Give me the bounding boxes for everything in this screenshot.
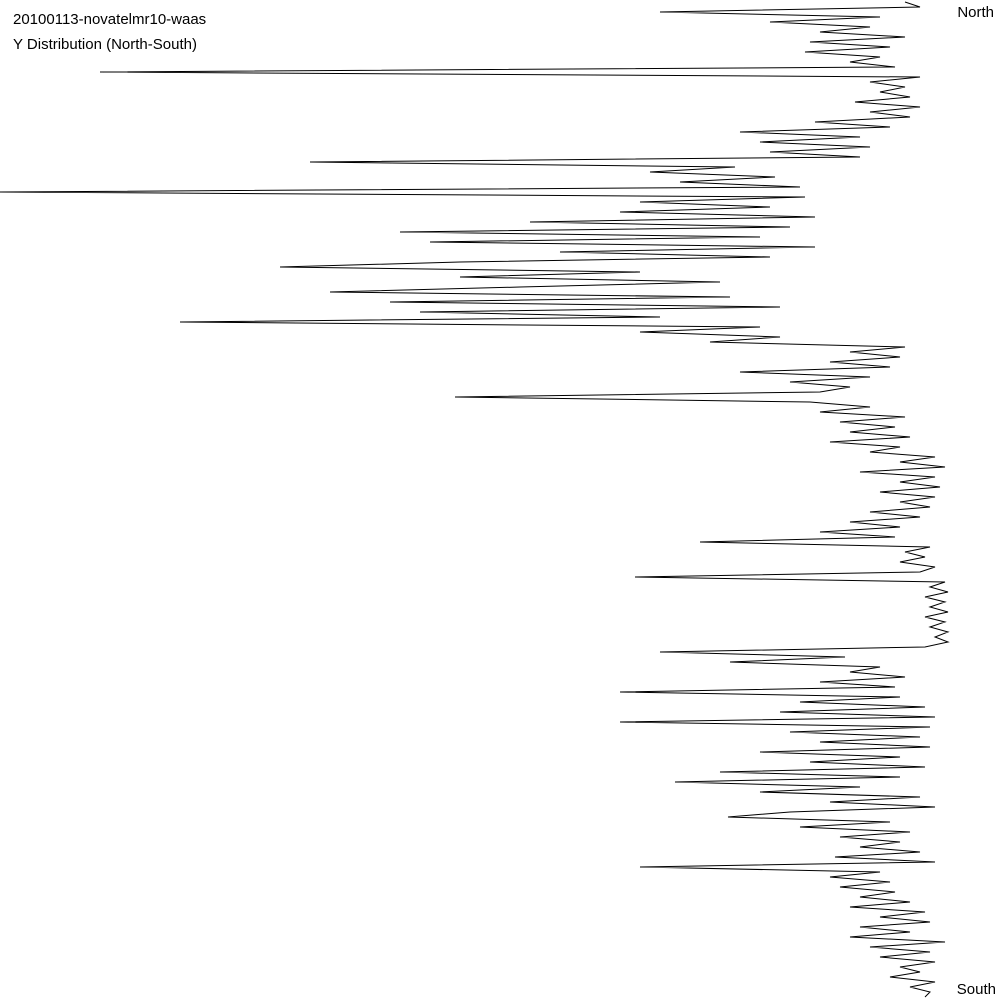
chart-subtitle: Y Distribution (North-South) <box>13 36 197 53</box>
trace-line <box>0 1 950 998</box>
north-label: North <box>957 4 994 21</box>
south-label: South <box>957 981 996 998</box>
chart-title: 20100113-novatelmr10-waas <box>13 11 206 28</box>
